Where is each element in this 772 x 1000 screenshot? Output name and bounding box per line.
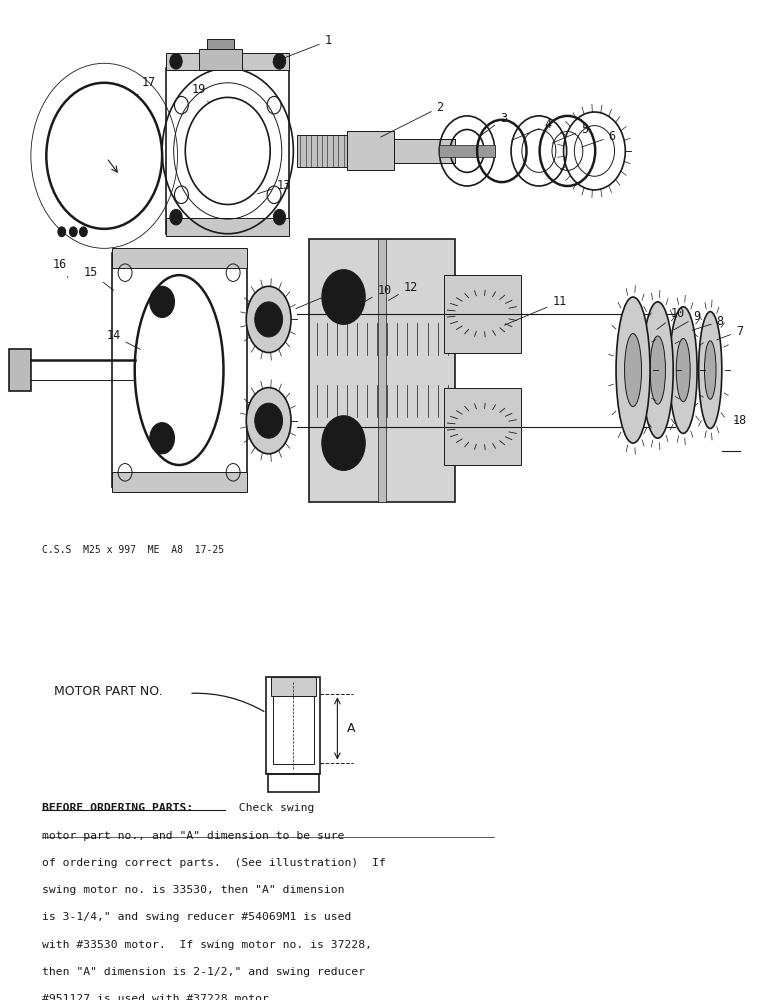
Text: 14: 14 (107, 329, 141, 349)
Text: #951127 is used with #37228 motor.: #951127 is used with #37228 motor. (42, 994, 276, 1000)
Text: with #33530 motor.  If swing motor no. is 37228,: with #33530 motor. If swing motor no. is… (42, 940, 372, 950)
Text: Check swing: Check swing (225, 803, 315, 813)
Circle shape (170, 209, 182, 225)
Circle shape (58, 227, 66, 237)
Bar (112, 253, 247, 487)
Bar (273, 687, 314, 764)
Bar (166, 53, 290, 70)
Ellipse shape (642, 302, 673, 438)
Bar (166, 68, 290, 234)
Text: 11: 11 (504, 295, 567, 325)
Bar (309, 239, 455, 502)
Ellipse shape (625, 334, 642, 407)
Ellipse shape (246, 388, 291, 454)
Text: is 3-1/4," and swing reducer #54069M1 is used: is 3-1/4," and swing reducer #54069M1 is… (42, 912, 352, 922)
Bar (199, 49, 242, 70)
Text: 17: 17 (137, 76, 156, 95)
Ellipse shape (704, 341, 716, 399)
Text: 5: 5 (552, 123, 588, 143)
Circle shape (255, 302, 283, 337)
Ellipse shape (616, 297, 650, 443)
Text: BEFORE ORDERING PARTS:: BEFORE ORDERING PARTS: (42, 803, 194, 813)
Bar (112, 248, 247, 268)
Text: 4: 4 (512, 118, 552, 140)
Bar (378, 239, 386, 502)
Text: motor part no., and "A" dimension to be sure: motor part no., and "A" dimension to be … (42, 831, 345, 841)
Circle shape (322, 270, 365, 324)
Text: 7: 7 (716, 325, 743, 340)
Ellipse shape (676, 338, 690, 402)
Text: 12: 12 (388, 281, 418, 300)
Text: of ordering correct parts.  (See illustration)  If: of ordering correct parts. (See illustra… (42, 858, 386, 868)
Text: 2: 2 (381, 101, 444, 137)
Circle shape (322, 416, 365, 470)
Text: 6: 6 (581, 130, 616, 147)
Text: 19: 19 (192, 83, 208, 102)
Ellipse shape (699, 312, 722, 428)
Text: 8: 8 (692, 315, 724, 330)
Bar (271, 677, 316, 696)
Text: 15: 15 (84, 266, 113, 290)
Text: then "A" dimension is 2-1/2," and swing reducer: then "A" dimension is 2-1/2," and swing … (42, 967, 366, 977)
Text: 9: 9 (674, 310, 701, 330)
Text: 3: 3 (479, 112, 507, 137)
Text: 10: 10 (657, 307, 685, 329)
Circle shape (273, 54, 286, 69)
Text: 18: 18 (733, 414, 747, 427)
Text: A: A (347, 722, 355, 735)
Ellipse shape (246, 286, 291, 353)
Text: 13: 13 (257, 179, 291, 194)
Text: 16: 16 (53, 258, 68, 278)
Bar (9, 349, 31, 391)
Bar (166, 218, 290, 236)
Ellipse shape (650, 336, 665, 404)
Circle shape (150, 423, 174, 454)
Bar (266, 677, 320, 774)
Circle shape (80, 227, 87, 237)
Circle shape (255, 403, 283, 438)
Bar (112, 472, 247, 492)
Bar (394, 139, 455, 163)
Bar (444, 275, 521, 353)
Text: 8: 8 (296, 288, 334, 309)
Circle shape (170, 54, 182, 69)
Bar (444, 388, 521, 465)
Text: 10: 10 (350, 284, 391, 310)
Text: C.S.S  M25 x 997  ME  A8  17-25: C.S.S M25 x 997 ME A8 17-25 (42, 545, 225, 555)
Circle shape (150, 286, 174, 317)
Bar (207, 39, 234, 49)
Circle shape (273, 209, 286, 225)
Text: swing motor no. is 33530, then "A" dimension: swing motor no. is 33530, then "A" dimen… (42, 885, 345, 895)
Circle shape (69, 227, 77, 237)
Ellipse shape (669, 307, 697, 433)
Bar (347, 131, 394, 170)
Text: 1: 1 (273, 34, 332, 62)
Bar (297, 135, 347, 167)
Bar (268, 774, 319, 792)
Text: MOTOR PART NO.: MOTOR PART NO. (54, 685, 163, 698)
Bar (439, 145, 495, 157)
